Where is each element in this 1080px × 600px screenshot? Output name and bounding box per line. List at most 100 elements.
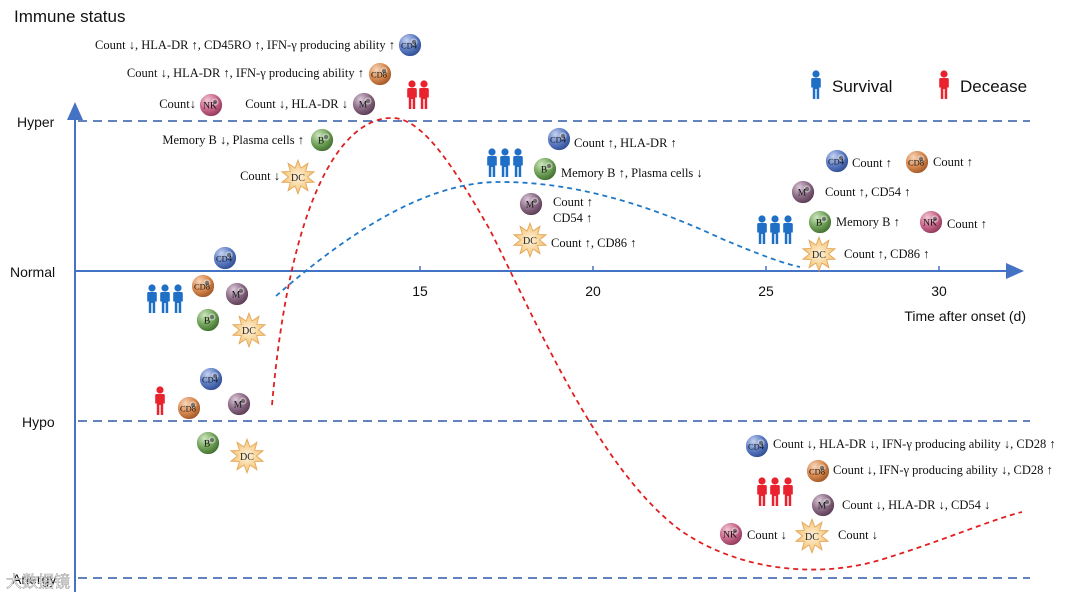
decease-person-icon: [939, 70, 949, 99]
annotation-early-m: Count ↓, HLA-DR ↓: [245, 97, 348, 111]
b-cell-label: B: [204, 317, 210, 327]
annotation-mid-m1: Count ↑: [553, 195, 593, 209]
decease-group-hypo: [155, 386, 165, 415]
decease-person-icon: [757, 477, 767, 506]
survival-group-baseline: [147, 284, 183, 313]
decease-person-icon: [155, 386, 165, 415]
x-axis-label: Time after onset (d): [904, 308, 1026, 324]
annotation-late-nk: Count ↑: [947, 217, 987, 231]
dc-cell-label: DC: [240, 452, 254, 463]
cd4-cell-label: CD4: [550, 135, 567, 145]
survival-person-icon: [173, 284, 183, 313]
m-cell-label: M: [359, 101, 368, 111]
dc-cell-icon: DC: [229, 437, 265, 475]
cd4-cell-label: CD4: [828, 157, 845, 167]
dc-cell-label: DC: [242, 326, 256, 337]
cd4-cell-icon: CD4: [199, 367, 223, 391]
b-cell-icon: B: [310, 128, 334, 152]
decease-person-icon: [783, 477, 793, 506]
dc-cell-icon: DC: [512, 221, 548, 259]
annotation-dec-m: Count ↓, HLA-DR ↓, CD54 ↓: [842, 498, 990, 512]
cd4-cell-icon: CD4: [547, 127, 571, 151]
m-cell-icon: M: [791, 180, 815, 204]
level-hypo: Hypo: [22, 414, 55, 430]
m-cell-icon: M: [225, 282, 249, 306]
m-cell-label: M: [234, 401, 243, 411]
dc-cell-icon: DC: [231, 311, 267, 349]
decease-person-icon: [770, 477, 780, 506]
dc-cell-label: DC: [523, 236, 537, 247]
annotation-mid-dc: Count ↑, CD86 ↑: [551, 236, 636, 250]
b-cell-icon: B: [196, 308, 220, 332]
cd4-cell-label: CD4: [748, 442, 765, 452]
cd8-cell-label: CD8: [180, 404, 196, 414]
cd4-cell-icon: CD4: [745, 434, 769, 458]
m-cell-label: M: [526, 201, 535, 211]
survival-person-icon: [783, 215, 793, 244]
x-tick-label: 20: [585, 283, 601, 299]
x-tick-label: 15: [412, 283, 428, 299]
cd8-cell-icon: CD8: [806, 459, 830, 483]
cd8-cell-label: CD8: [809, 467, 825, 477]
annotation-late-m: Count ↑, CD54 ↑: [825, 185, 910, 199]
x-tick-label: 25: [758, 283, 774, 299]
m-cell-label: M: [232, 291, 241, 301]
annotation-mid-m2: CD54 ↑: [553, 211, 592, 225]
decease-person-icon: [407, 80, 417, 109]
survival-person-icon: [770, 215, 780, 244]
annotation-late-b: Memory B ↑: [836, 215, 900, 229]
m-cell-icon: M: [811, 493, 835, 517]
annotation-late-cd8: Count ↑: [933, 155, 973, 169]
annotation-early-nk: Count↓: [159, 97, 196, 111]
dc-cell-icon: DC: [794, 517, 830, 555]
legend-survival-label: Survival: [832, 77, 892, 96]
b-cell-icon: B: [196, 431, 220, 455]
survival-person-icon: [160, 284, 170, 313]
cd4-cell-label: CD4: [216, 254, 233, 264]
cd8-cell-label: CD8: [371, 70, 387, 80]
annotation-dec-cd4: Count ↓, HLA-DR ↓, IFN-γ producing abili…: [773, 437, 1056, 451]
b-cell-label: B: [204, 440, 210, 450]
legend-decease-label: Decease: [960, 77, 1027, 96]
level-hyper: Hyper: [17, 114, 55, 130]
cd8-cell-icon: CD8: [905, 150, 929, 174]
dc-cell-icon: DC: [801, 235, 837, 273]
b-cell-label: B: [541, 166, 547, 176]
annotation-early-cd4: Count ↓, HLA-DR ↑, CD45RO ↑, IFN-γ produ…: [95, 38, 395, 52]
annotation-late-dc: Count ↑, CD86 ↑: [844, 247, 929, 261]
legend-survival: Survival: [811, 70, 892, 99]
annotation-dec-cd8: Count ↓, IFN-γ producing ability ↓, CD28…: [833, 463, 1053, 477]
nk-cell-label: NK: [723, 531, 737, 541]
b-cell-label: B: [816, 219, 822, 229]
annotation-late-cd4: Count ↑: [852, 156, 892, 170]
annotation-early-cd8: Count ↓, HLA-DR ↑, IFN-γ producing abili…: [127, 66, 364, 80]
survival-person-icon: [811, 70, 821, 99]
m-cell-icon: M: [352, 92, 376, 116]
survival-curve: [275, 181, 801, 297]
nk-cell-icon: NK: [199, 93, 223, 117]
b-cell-icon: B: [808, 210, 832, 234]
level-normal: Normal: [10, 264, 55, 280]
nk-cell-icon: NK: [719, 522, 743, 546]
dc-cell-label: DC: [812, 250, 826, 261]
level-anergy: Anergy: [12, 571, 56, 587]
cd8-cell-icon: CD8: [368, 62, 392, 86]
annotation-dec-nk: Count ↓: [747, 528, 787, 542]
survival-group-late: [757, 215, 793, 244]
nk-cell-label: NK: [203, 102, 217, 112]
survival-person-icon: [487, 148, 497, 177]
x-tick-label: 30: [931, 283, 947, 299]
decease-group-late: [757, 477, 793, 506]
m-cell-icon: M: [519, 192, 543, 216]
survival-person-icon: [513, 148, 523, 177]
annotation-early-dc: Count ↓: [240, 169, 280, 183]
cd8-cell-label: CD8: [908, 158, 924, 168]
m-cell-icon: M: [227, 392, 251, 416]
survival-group-mid: [487, 148, 523, 177]
nk-cell-label: NK: [923, 219, 937, 229]
dc-cell-label: DC: [805, 532, 819, 543]
cd4-cell-icon: CD4: [825, 149, 849, 173]
b-cell-label: B: [318, 137, 324, 147]
dc-cell-icon: DC: [280, 158, 316, 196]
